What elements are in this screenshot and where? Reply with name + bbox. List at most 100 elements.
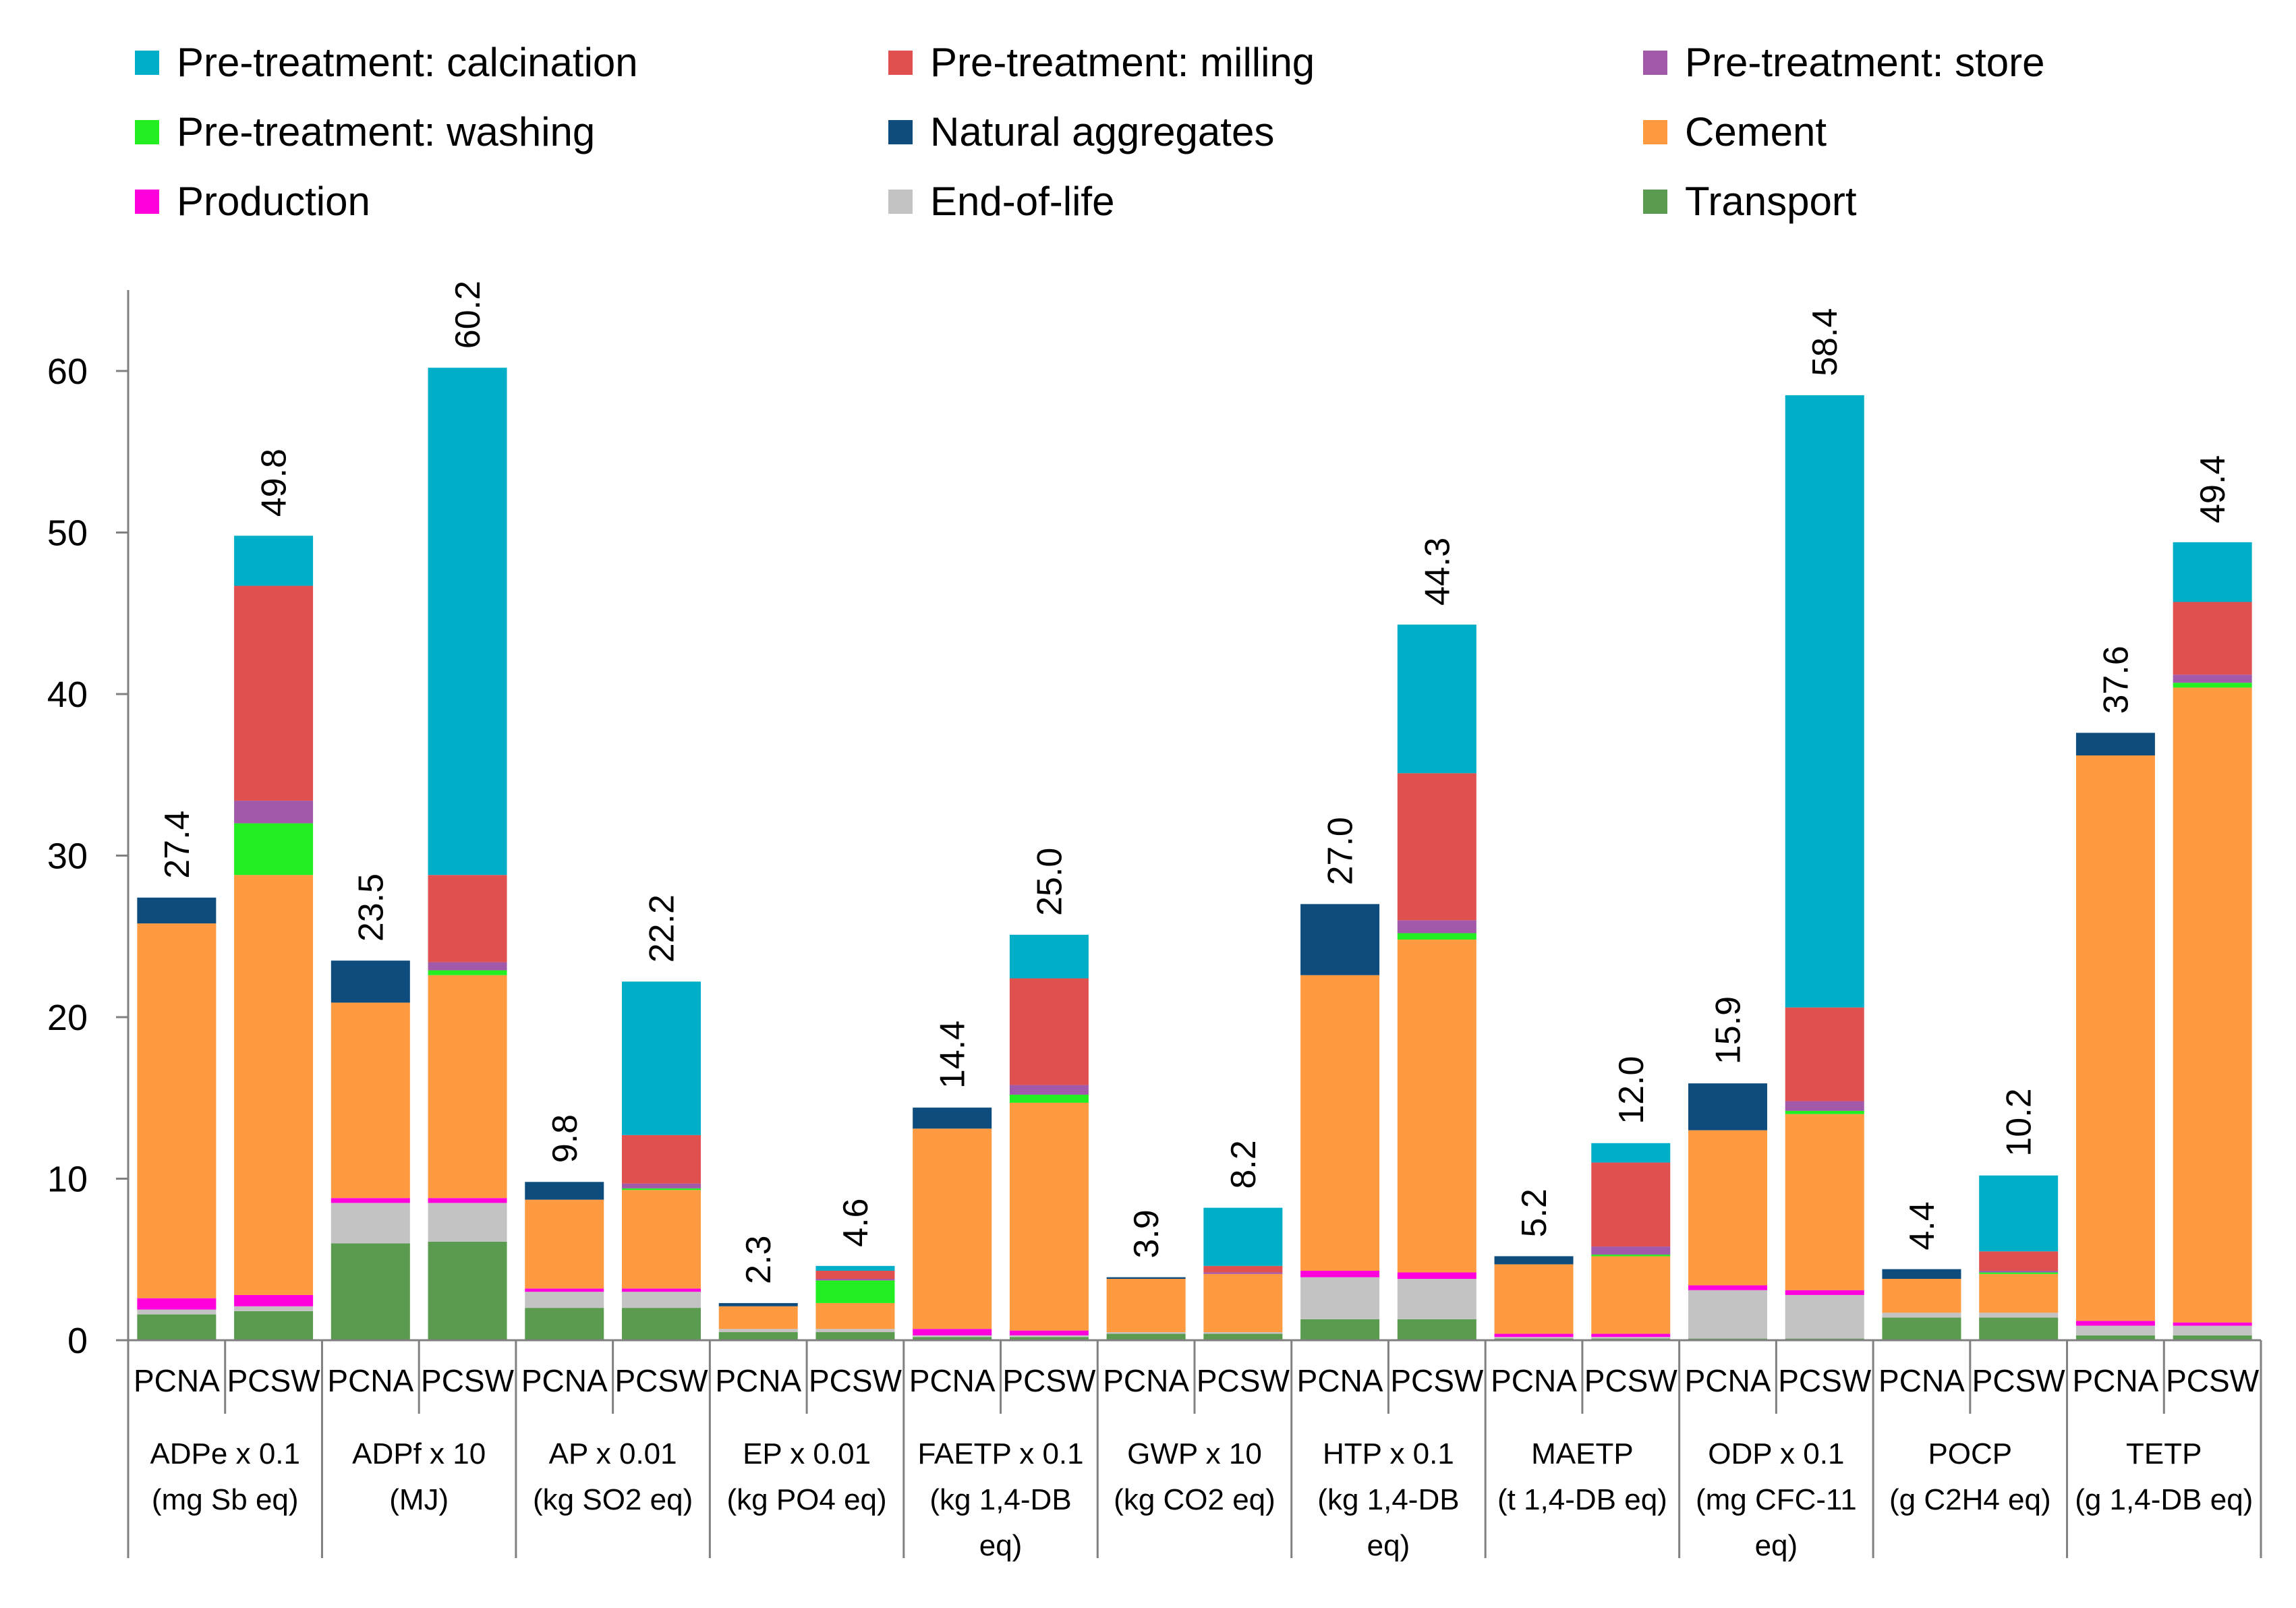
y-tick-label: 60 <box>47 351 88 392</box>
scenario-label: PCNA <box>2073 1363 2159 1398</box>
bar-segment <box>1591 1337 1671 1339</box>
bar-segment <box>234 1311 314 1340</box>
scenario-label: PCSW <box>809 1363 902 1398</box>
bar-segment <box>2173 683 2252 688</box>
bar-segment <box>1688 1130 1767 1286</box>
bar-segment <box>2173 1322 2252 1326</box>
legend-swatch <box>135 120 159 144</box>
bar-segment <box>913 1337 992 1340</box>
bar-segment <box>2075 733 2155 756</box>
category-label: (kg 1,4-DB <box>929 1483 1071 1516</box>
scenario-label: PCSW <box>1197 1363 1290 1398</box>
bar-segment <box>1106 1333 1186 1340</box>
bar-segment <box>622 1292 701 1309</box>
stacked-bar <box>1785 395 1864 1340</box>
bar-segment <box>137 1309 217 1315</box>
bar-segment <box>2075 1325 2155 1336</box>
bar-segment <box>1009 1337 1089 1340</box>
scenario-label: PCNA <box>1878 1363 1965 1398</box>
legend-label: Natural aggregates <box>930 109 1274 154</box>
bar-segment <box>137 897 217 924</box>
stacked-bar <box>525 1182 604 1340</box>
scenario-label: PCSW <box>1002 1363 1096 1398</box>
category-label: eq) <box>979 1529 1023 1562</box>
bar-segment <box>1979 1251 2059 1271</box>
bar-segment <box>1979 1272 2059 1274</box>
bar-segment <box>1300 1277 1380 1319</box>
legend-item: Production <box>135 179 370 224</box>
bar-segment <box>428 1241 507 1340</box>
legend-item: Pre-treatment: milling <box>888 40 1315 85</box>
stacked-bar <box>1882 1269 1961 1340</box>
bar-segment <box>815 1265 895 1271</box>
bar-segment <box>815 1302 895 1329</box>
bar-segment <box>1009 1085 1089 1095</box>
bar-segment <box>1494 1333 1574 1338</box>
category-label: MAETP <box>1531 1437 1634 1470</box>
bar-segment <box>1688 1285 1767 1290</box>
stacked-bar <box>718 1302 798 1340</box>
category-label: ADPf x 10 <box>352 1437 486 1470</box>
scenario-label: PCNA <box>1685 1363 1771 1398</box>
bar-segment <box>1397 933 1476 940</box>
bar-segment <box>718 1302 798 1306</box>
bar-segment <box>2075 755 2155 1321</box>
bar-segment <box>428 368 507 875</box>
bar-segment <box>1494 1337 1574 1339</box>
bar-segment <box>428 962 507 971</box>
bar-segment <box>1397 625 1476 774</box>
legend-swatch <box>888 51 913 75</box>
bar-segment <box>913 1128 992 1329</box>
total-label: 27.4 <box>158 811 197 879</box>
bar-segment <box>234 1294 314 1306</box>
bar-segment <box>2173 687 2252 1323</box>
bar-segment <box>622 1288 701 1292</box>
stacked-bar <box>331 960 410 1340</box>
bar-segment <box>2075 1321 2155 1326</box>
bar-segment <box>1785 395 1864 1008</box>
category-label: eq) <box>1367 1529 1410 1562</box>
bar-segment <box>1882 1317 1961 1340</box>
bar-segment <box>428 975 507 1199</box>
bar-segment <box>622 1190 701 1289</box>
bar-segment <box>428 970 507 975</box>
legend: Pre-treatment: calcination Pre-treatment:… <box>135 40 2045 224</box>
scenario-label: PCNA <box>1103 1363 1189 1398</box>
bar-segment <box>1203 1332 1283 1334</box>
total-label: 44.3 <box>1418 538 1457 606</box>
stacked-bar <box>1397 625 1476 1340</box>
scenario-label: PCNA <box>327 1363 413 1398</box>
total-label: 27.0 <box>1321 817 1360 885</box>
bar-segment <box>1203 1207 1283 1266</box>
total-label: 12.0 <box>1612 1056 1651 1124</box>
bar-segment <box>2173 1335 2252 1340</box>
scenario-label: PCNA <box>134 1363 220 1398</box>
bar-segment <box>1785 1110 1864 1114</box>
category-label: (kg PO4 eq) <box>726 1483 886 1516</box>
category-label: FAETP x 0.1 <box>917 1437 1083 1470</box>
category-label: (MJ) <box>389 1483 449 1516</box>
category-label: POCP <box>1928 1437 2012 1470</box>
legend-swatch <box>1643 190 1667 214</box>
category-label: (g 1,4-DB eq) <box>2075 1483 2253 1516</box>
bar-segment <box>428 1203 507 1242</box>
bar-segment <box>1591 1143 1671 1163</box>
bars <box>137 368 2252 1340</box>
bar-segment <box>1203 1272 1283 1274</box>
total-label: 49.8 <box>255 449 294 517</box>
legend-swatch <box>888 190 913 214</box>
stacked-bar <box>815 1265 895 1340</box>
scenario-label: PCNA <box>521 1363 608 1398</box>
category-label: HTP x 0.1 <box>1323 1437 1454 1470</box>
legend-swatch <box>888 120 913 144</box>
bar-segment <box>525 1308 604 1340</box>
total-label: 4.4 <box>1903 1201 1942 1250</box>
bar-segment <box>525 1292 604 1309</box>
category-label: EP x 0.01 <box>743 1437 871 1470</box>
scenario-label: PCSW <box>1390 1363 1484 1398</box>
legend-item: Pre-treatment: store <box>1643 40 2045 85</box>
stacked-bar <box>1979 1175 2059 1340</box>
stacked-bar <box>1300 904 1380 1340</box>
bar-segment <box>234 536 314 586</box>
stacked-bar <box>913 1108 992 1340</box>
